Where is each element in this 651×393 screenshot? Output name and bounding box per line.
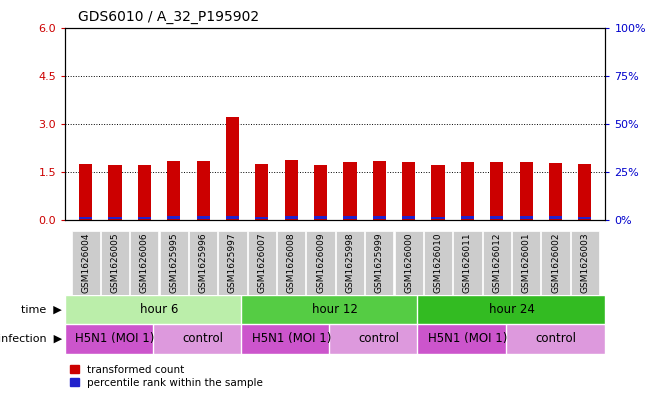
Text: GSM1626007: GSM1626007 bbox=[257, 233, 266, 293]
Text: control: control bbox=[359, 332, 400, 345]
Text: H5N1 (MOI 1): H5N1 (MOI 1) bbox=[251, 332, 331, 345]
Bar bbox=[65, 324, 165, 354]
Bar bbox=[109, 217, 122, 219]
Bar bbox=[402, 216, 415, 219]
Bar bbox=[461, 162, 474, 220]
Bar bbox=[314, 216, 327, 219]
Bar bbox=[578, 164, 592, 220]
Text: GSM1626009: GSM1626009 bbox=[316, 233, 325, 293]
Bar bbox=[542, 231, 570, 295]
Bar bbox=[578, 217, 592, 219]
Bar bbox=[65, 295, 253, 324]
Bar bbox=[571, 231, 599, 295]
Text: GSM1625999: GSM1625999 bbox=[375, 233, 384, 293]
Text: time  ▶: time ▶ bbox=[21, 305, 62, 314]
Bar bbox=[138, 165, 151, 220]
Bar bbox=[242, 324, 341, 354]
Text: GSM1625997: GSM1625997 bbox=[228, 233, 237, 293]
Legend: transformed count, percentile rank within the sample: transformed count, percentile rank withi… bbox=[70, 365, 263, 388]
Bar bbox=[79, 164, 92, 220]
Bar bbox=[343, 162, 357, 220]
Bar bbox=[189, 231, 217, 295]
Bar bbox=[490, 216, 503, 219]
Bar bbox=[453, 231, 482, 295]
Bar bbox=[432, 217, 445, 219]
Text: GSM1626012: GSM1626012 bbox=[492, 233, 501, 293]
Bar bbox=[519, 216, 533, 219]
Bar bbox=[284, 160, 298, 220]
Text: infection  ▶: infection ▶ bbox=[0, 334, 62, 344]
Text: control: control bbox=[535, 332, 576, 345]
Bar bbox=[519, 162, 533, 220]
Bar bbox=[79, 217, 92, 219]
Bar bbox=[248, 231, 276, 295]
Bar bbox=[130, 231, 158, 295]
Bar bbox=[482, 231, 511, 295]
Text: H5N1 (MOI 1): H5N1 (MOI 1) bbox=[428, 332, 507, 345]
Text: hour 12: hour 12 bbox=[312, 303, 358, 316]
Bar bbox=[461, 216, 474, 219]
Text: GSM1626005: GSM1626005 bbox=[111, 233, 120, 293]
Bar bbox=[365, 231, 393, 295]
Bar bbox=[226, 216, 239, 219]
Text: GSM1625996: GSM1625996 bbox=[199, 233, 208, 293]
Text: GSM1625998: GSM1625998 bbox=[346, 233, 354, 293]
Bar bbox=[490, 162, 503, 220]
Text: hour 6: hour 6 bbox=[140, 303, 178, 316]
Bar bbox=[197, 161, 210, 220]
Bar bbox=[395, 231, 422, 295]
Bar bbox=[329, 324, 429, 354]
Bar bbox=[218, 231, 247, 295]
Bar bbox=[277, 231, 305, 295]
Bar bbox=[307, 231, 335, 295]
Bar bbox=[284, 216, 298, 219]
Bar bbox=[417, 324, 518, 354]
Text: GSM1626001: GSM1626001 bbox=[521, 233, 531, 293]
Bar bbox=[255, 217, 268, 219]
Text: H5N1 (MOI 1): H5N1 (MOI 1) bbox=[76, 332, 155, 345]
Text: GSM1626010: GSM1626010 bbox=[434, 233, 443, 293]
Bar bbox=[432, 165, 445, 220]
Text: GSM1626003: GSM1626003 bbox=[581, 233, 589, 293]
Bar bbox=[512, 231, 540, 295]
Text: hour 24: hour 24 bbox=[488, 303, 534, 316]
Text: GSM1625995: GSM1625995 bbox=[169, 233, 178, 293]
Text: GSM1626011: GSM1626011 bbox=[463, 233, 472, 293]
Bar bbox=[373, 216, 386, 219]
Text: GSM1626006: GSM1626006 bbox=[140, 233, 149, 293]
Bar bbox=[549, 163, 562, 220]
Bar bbox=[72, 231, 100, 295]
Bar bbox=[373, 161, 386, 220]
Bar bbox=[402, 162, 415, 220]
Bar bbox=[424, 231, 452, 295]
Bar bbox=[167, 161, 180, 220]
Bar bbox=[109, 165, 122, 220]
Text: control: control bbox=[183, 332, 224, 345]
Bar bbox=[197, 216, 210, 219]
Bar bbox=[255, 164, 268, 220]
Text: GSM1626000: GSM1626000 bbox=[404, 233, 413, 293]
Bar bbox=[138, 217, 151, 219]
Bar bbox=[226, 117, 239, 220]
Text: GDS6010 / A_32_P195902: GDS6010 / A_32_P195902 bbox=[78, 9, 259, 24]
Bar bbox=[314, 165, 327, 220]
Text: GSM1626004: GSM1626004 bbox=[81, 233, 90, 293]
Bar bbox=[549, 216, 562, 219]
Text: GSM1626002: GSM1626002 bbox=[551, 233, 560, 293]
Bar bbox=[506, 324, 605, 354]
Bar bbox=[167, 216, 180, 219]
Bar bbox=[242, 295, 429, 324]
Bar bbox=[343, 216, 357, 219]
Bar bbox=[336, 231, 364, 295]
Text: GSM1626008: GSM1626008 bbox=[286, 233, 296, 293]
Bar bbox=[101, 231, 129, 295]
Bar bbox=[153, 324, 253, 354]
Bar bbox=[417, 295, 605, 324]
Bar bbox=[159, 231, 188, 295]
